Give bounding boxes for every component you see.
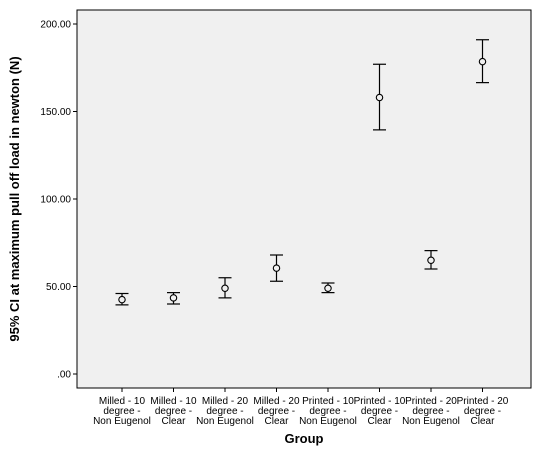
x-category-label-line: degree -: [206, 406, 243, 417]
y-tick-label: .00: [57, 370, 71, 381]
x-category-label-line: Non Eugenol: [299, 416, 357, 427]
x-category-label-line: Printed - 20: [457, 396, 509, 407]
mean-point: [478, 57, 487, 66]
x-category-label: Printed - 10 degree -Non Eugenol: [299, 396, 357, 427]
x-category-label-line: degree -: [412, 406, 449, 417]
y-axis: .00 50.00 100.00 150.00 200.00: [40, 20, 77, 381]
x-category-label-line: Milled - 10: [99, 396, 146, 407]
x-category-label-line: Milled - 10: [150, 396, 197, 407]
x-category-label-line: Clear: [471, 416, 496, 427]
x-category-label: Printed - 20 degree -Non Eugenol: [402, 396, 460, 427]
error-bars: [115, 39, 489, 306]
y-tick-label: 150.00: [40, 107, 71, 118]
x-category-label: Printed - 10 degree -Clear: [354, 396, 406, 427]
x-category-label-line: degree -: [309, 406, 346, 417]
x-axis-title: Group: [285, 431, 324, 446]
y-tick-label: 200.00: [40, 20, 71, 31]
x-category-label-line: Printed - 10: [354, 396, 406, 407]
mean-point: [375, 93, 384, 102]
x-category-label-line: Non Eugenol: [402, 416, 460, 427]
x-category-label-line: degree -: [361, 406, 398, 417]
x-category-label-line: Milled - 20: [253, 396, 300, 407]
x-category-label-line: degree -: [464, 406, 501, 417]
x-category-label: Milled - 10 degree -Clear: [150, 396, 197, 427]
mean-point: [324, 284, 332, 292]
mean-point: [272, 264, 281, 272]
x-category-label-line: Printed - 20: [405, 396, 457, 407]
x-category-label-line: Clear: [265, 416, 290, 427]
plot-area: [76, 9, 532, 389]
x-category-label-line: Clear: [162, 416, 187, 427]
y-tick-label: 100.00: [40, 195, 71, 206]
mean-point: [169, 294, 178, 302]
x-category-label: Milled - 20 degree -Non Eugenol: [196, 396, 254, 427]
x-category-label-line: degree -: [103, 406, 140, 417]
mean-point: [221, 284, 229, 292]
x-category-label-line: degree -: [258, 406, 295, 417]
y-axis-title: 95% CI at maximum pull off load in newto…: [7, 56, 22, 341]
x-category-label: Milled - 20 degree -Clear: [253, 396, 300, 427]
x-category-label-line: Milled - 20: [202, 396, 249, 407]
y-tick-label: 50.00: [46, 282, 71, 293]
mean-point: [427, 256, 435, 264]
x-category-label-line: Clear: [368, 416, 393, 427]
x-category-label: Milled - 10 degree -Non Eugenol: [93, 396, 151, 427]
x-category-label-line: Non Eugenol: [196, 416, 254, 427]
x-category-label-line: degree -: [155, 406, 192, 417]
x-category-label: Printed - 20 degree -Clear: [457, 396, 509, 427]
x-category-label-line: Printed - 10: [302, 396, 354, 407]
mean-point: [118, 295, 126, 304]
x-category-label-line: Non Eugenol: [93, 416, 151, 427]
